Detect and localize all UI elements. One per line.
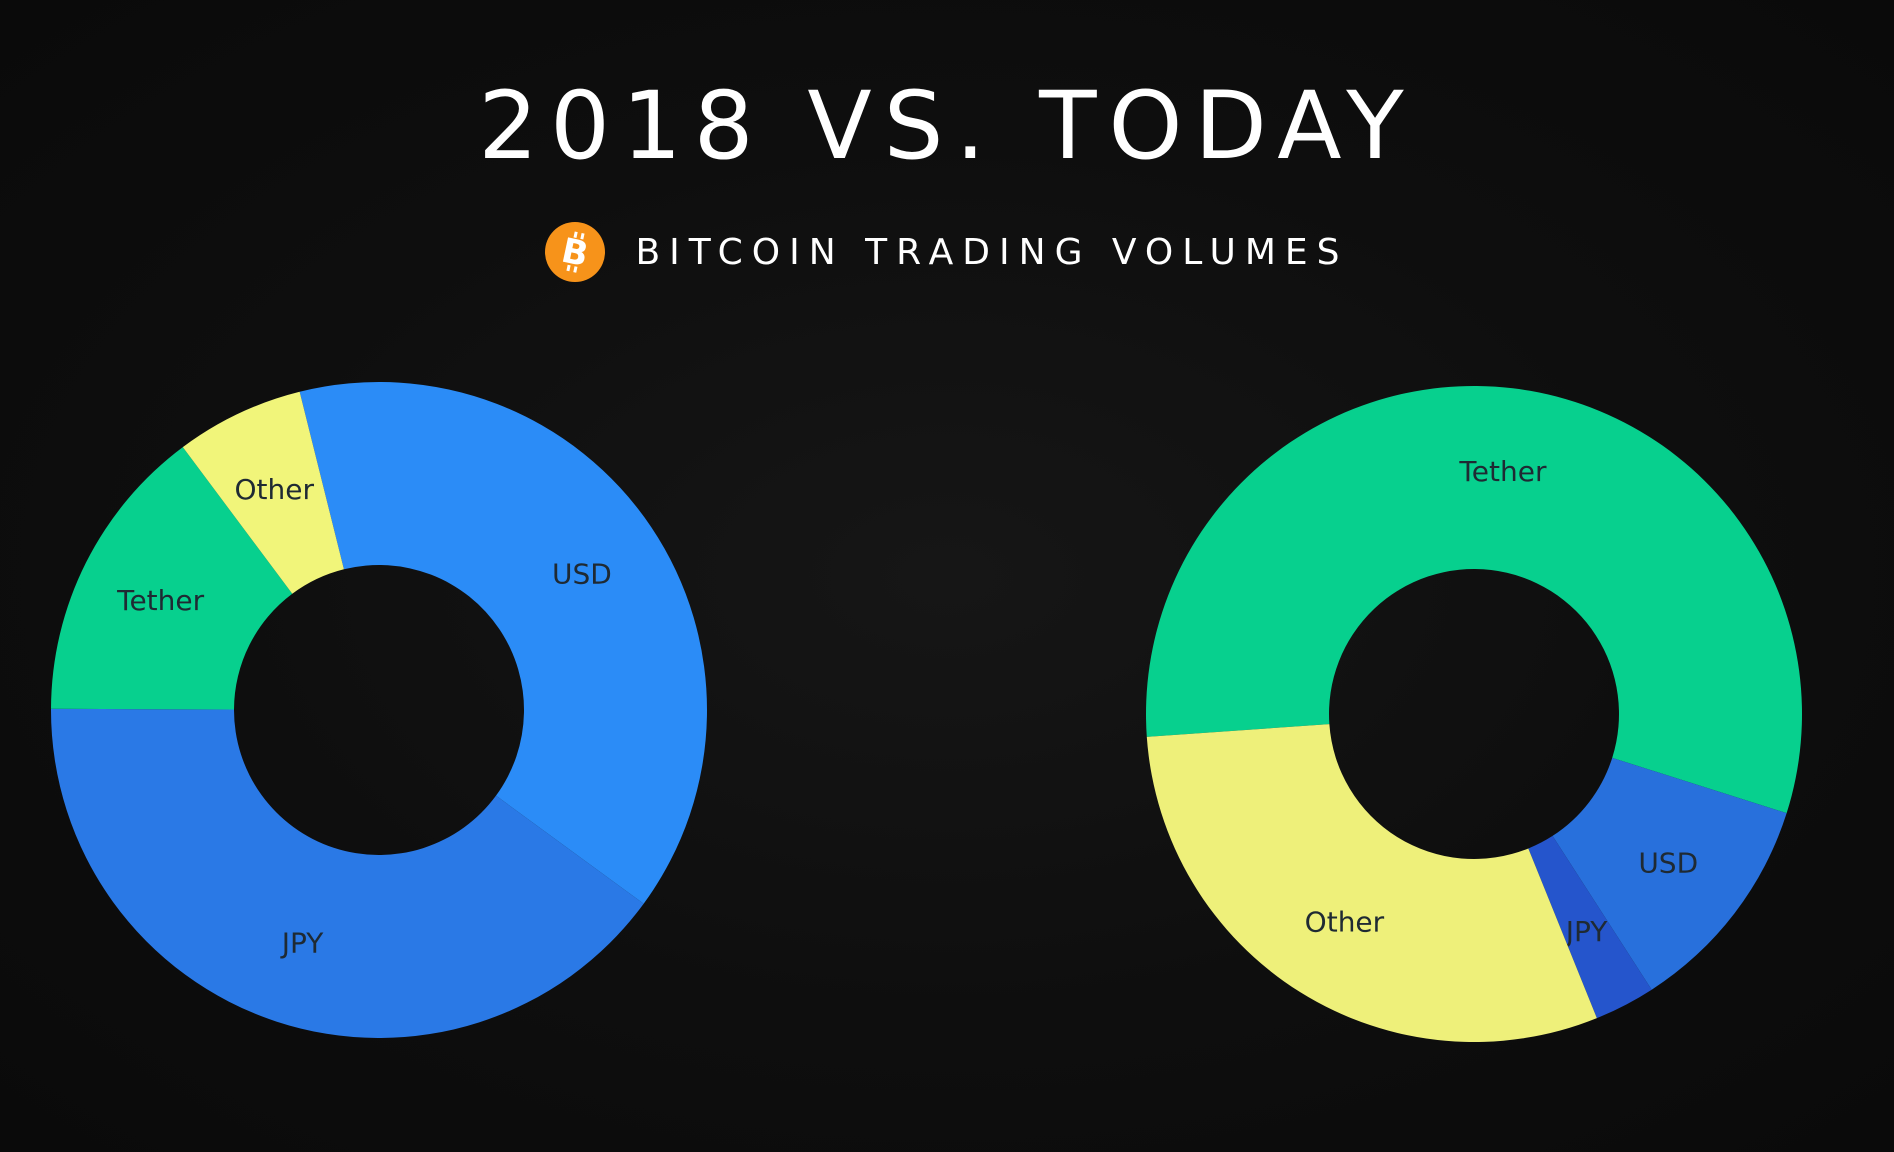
slice-tether: [51, 447, 293, 710]
slice-label-other: Other: [1305, 905, 1385, 938]
slice-label-tether: Tether: [116, 584, 205, 617]
slice-jpy: [1528, 835, 1652, 1019]
slice-label-other: Other: [234, 473, 314, 506]
slice-label-jpy: JPY: [1564, 915, 1609, 948]
slice-jpy: [51, 708, 644, 1038]
donut-chart-today: Tether USD JPY Other: [1145, 385, 1802, 1042]
slice-other: [1146, 724, 1597, 1042]
subtitle-row: B BITCOIN TRADING VOLUMES: [0, 222, 1894, 282]
donut-chart-2018: USD JPY Tether Other: [51, 382, 708, 1038]
slice-tether: [1145, 385, 1802, 814]
slice-label-tether: Tether: [1458, 455, 1547, 488]
slice-label-jpy: JPY: [280, 926, 325, 959]
bitcoin-icon: B: [545, 222, 606, 282]
slice-label-usd: USD: [552, 558, 612, 591]
slice-usd: [299, 382, 708, 904]
page-title: 2018 VS. TODAY: [478, 72, 1416, 181]
slice-label-usd: USD: [1638, 847, 1698, 880]
chart-subtitle: BITCOIN TRADING VOLUMES: [635, 231, 1349, 273]
slice-other: [182, 391, 344, 594]
slice-usd: [1552, 757, 1787, 990]
